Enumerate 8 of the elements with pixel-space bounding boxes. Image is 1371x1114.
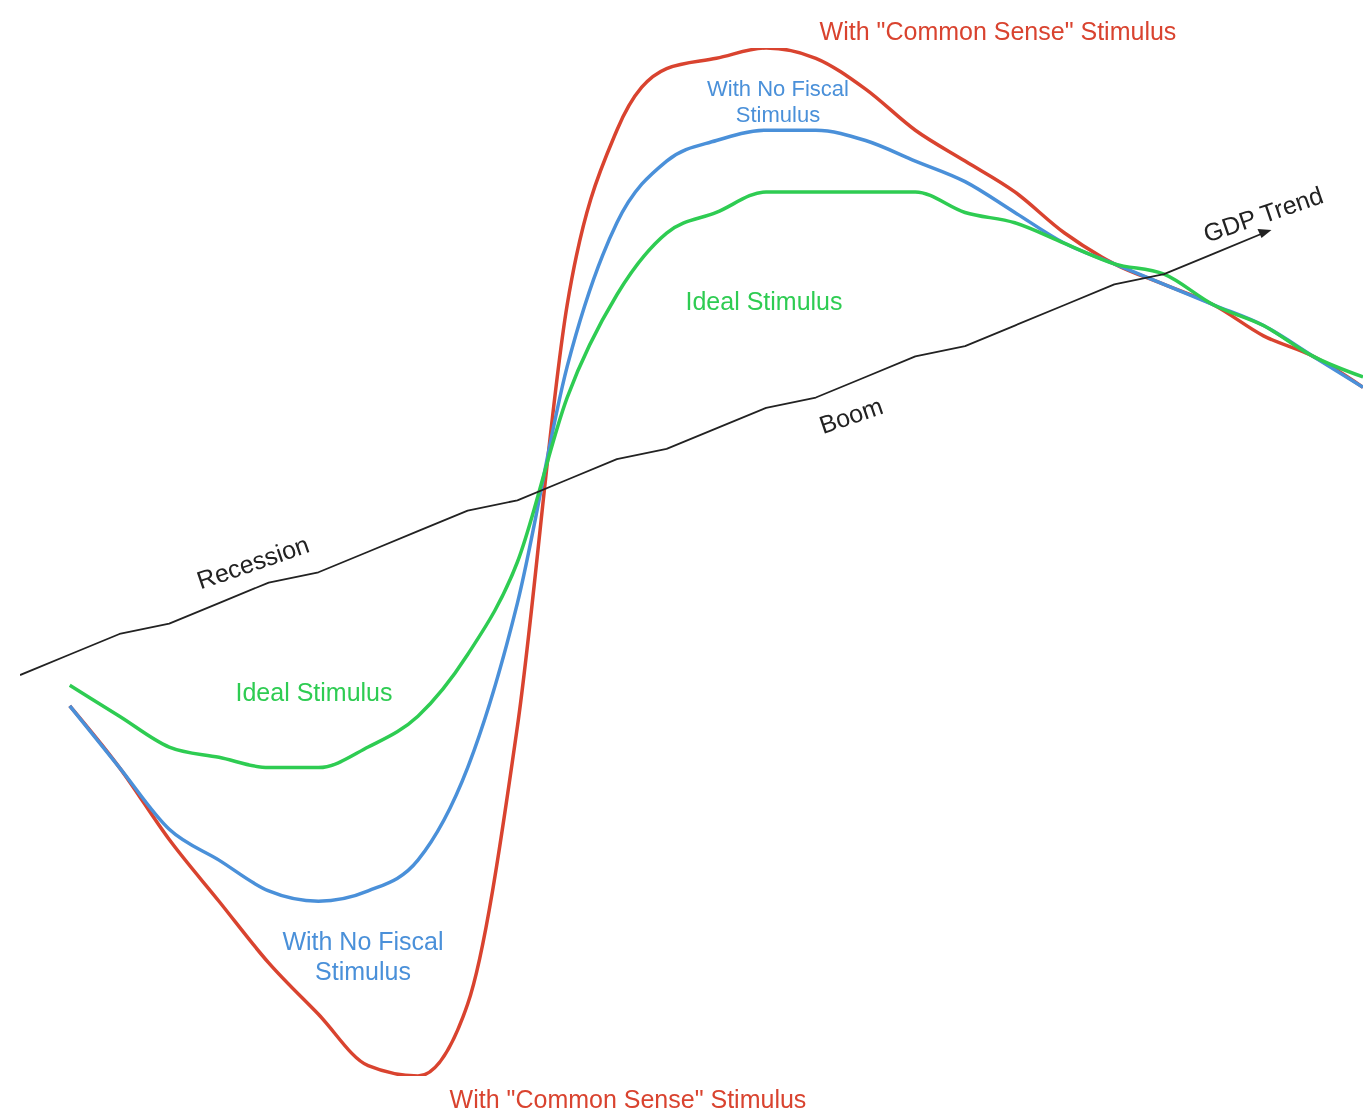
annotation: Boom: [814, 390, 888, 441]
series-label: With "Common Sense" Stimulus: [818, 16, 1178, 46]
text: With "Common Sense" Stimulus: [449, 1085, 807, 1113]
series-label: With No Fiscal Stimulus: [706, 76, 850, 128]
series-label: Ideal Stimulus: [234, 677, 394, 707]
text: Ideal Stimulus: [685, 287, 843, 315]
text: With No Fiscal Stimulus: [282, 927, 444, 985]
text: GDP Trend: [1198, 179, 1328, 250]
